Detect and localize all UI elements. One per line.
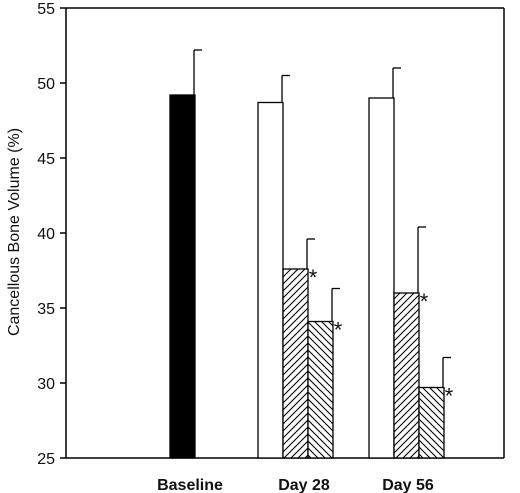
significance-star: * (445, 384, 454, 409)
x-category-label: Day 56 (382, 477, 434, 493)
significance-star: * (420, 289, 429, 314)
bar-hatch-back (307, 320, 334, 459)
bar-solid (169, 94, 196, 459)
y-tick-label: 40 (37, 226, 55, 243)
y-tick-label: 55 (37, 1, 55, 18)
bar-hatch-forward (393, 292, 420, 459)
significance-star: * (309, 265, 318, 290)
y-tick-label: 30 (37, 376, 55, 393)
x-category-label: Day 28 (278, 477, 330, 493)
y-tick-label: 45 (37, 151, 55, 168)
y-tick-label: 25 (37, 451, 55, 468)
bar-hatch-back (418, 386, 445, 459)
chart-axes: 25 30 35 40 45 50 55 Baseline Day 28 Day 56 (37, 1, 505, 493)
significance-star: * (334, 318, 343, 343)
bar-hatch-forward (282, 268, 309, 459)
chart-bars: * * * * (169, 49, 454, 459)
y-tick-label: 35 (37, 301, 55, 318)
bar-open (368, 97, 395, 459)
y-axis-label: Cancellous Bone Volume (%) (6, 128, 23, 336)
y-tick-label: 50 (37, 76, 55, 93)
bar-open (257, 101, 284, 459)
x-category-label: Baseline (157, 477, 223, 493)
